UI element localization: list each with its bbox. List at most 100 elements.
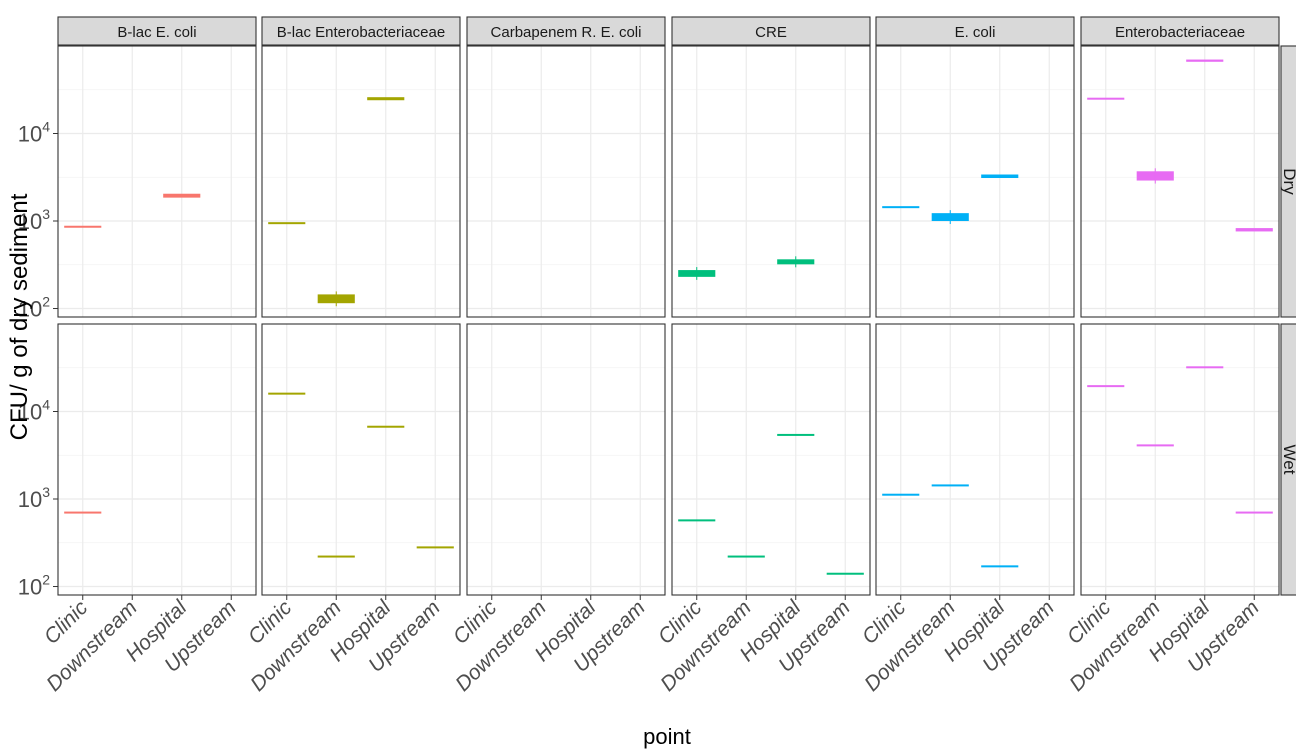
box-cre-dry-hospital [777,256,815,268]
box-e-coli-wet-hospital [981,565,1019,568]
box-body [931,484,969,487]
panel-background [262,46,460,317]
y-axis-title: CFU/ g of dry sediment [6,193,33,440]
panels-layer [57,45,1280,596]
panel-border [261,45,461,318]
column-strip-label: Carbapenem R. E. coli [491,24,642,41]
box-e-coli-dry-clinic [882,206,920,209]
box-b-lac-e-coli-dry-clinic [64,225,102,228]
column-strip-label: B-lac E. coli [117,24,196,41]
box-body [367,97,405,101]
box-cre-wet-clinic [678,519,716,522]
column-strip-background [1080,16,1280,46]
row-strip-label: Dry [1280,168,1296,195]
box-body [981,174,1019,179]
panel-cre-dry [671,45,871,318]
panel-background [876,324,1074,595]
box-b-lac-e-coli-wet-clinic [64,511,102,514]
row-strip-dry: Dry [1280,45,1296,318]
panel-background [1081,46,1279,317]
box-body [1136,444,1174,447]
box-b-lac-enterobacteriaceae-wet-hospital [367,425,405,428]
box-enterobacteriaceae-dry-upstream [1235,228,1273,232]
panel-border [466,45,666,318]
y-tick-label: 102 [18,572,50,600]
panel-e-coli-wet [875,323,1075,596]
box-b-lac-enterobacteriaceae-dry-clinic [268,222,306,225]
panel-border [57,45,257,318]
box-b-lac-enterobacteriaceae-wet-upstream [416,546,454,549]
column-strip-background [466,16,666,46]
box-body [163,193,201,198]
box-b-lac-enterobacteriaceae-dry-downstream [317,291,355,307]
y-tick-label: 104 [18,397,50,425]
row-strip-wet: Wet [1280,323,1296,596]
box-body [1087,97,1125,100]
box-cre-dry-clinic [678,267,716,280]
panel-border [1080,45,1280,318]
box-body [1235,228,1273,232]
panel-carbapenem-r-e-coli-dry [466,45,666,318]
box-body [1186,366,1224,369]
box-b-lac-enterobacteriaceae-wet-clinic [268,392,306,395]
box-body [678,519,716,522]
row-strip-background [1280,45,1296,318]
panel-background [58,46,256,317]
box-body [882,493,920,496]
panel-border [57,323,257,596]
box-b-lac-enterobacteriaceae-wet-downstream [317,555,355,558]
box-e-coli-dry-hospital [981,174,1019,179]
box-enterobacteriaceae-wet-upstream [1235,511,1273,514]
y-tick-label: 103 [18,484,50,512]
panel-border [875,323,1075,596]
box-body [777,433,815,436]
box-body [268,222,306,225]
box-enterobacteriaceae-wet-clinic [1087,385,1125,388]
box-e-coli-wet-clinic [882,493,920,496]
panel-enterobacteriaceae-dry [1080,45,1280,318]
box-body [367,425,405,428]
box-enterobacteriaceae-wet-downstream [1136,444,1174,447]
box-body [64,511,102,514]
box-body [64,225,102,228]
row-strip-label: Wet [1280,445,1296,475]
panel-e-coli-dry [875,45,1075,318]
box-body [1087,385,1125,388]
panel-background [467,324,665,595]
box-body [1235,511,1273,514]
strips-layer: Dry Wet B-lac E. coli B-lac Enterobacteriac… [57,16,1296,596]
box-cre-wet-downstream [727,555,765,558]
row-strip-background [1280,323,1296,596]
box-body [826,572,864,575]
panel-background [467,46,665,317]
column-strip-b-lac-e-coli: B-lac E. coli [57,16,257,46]
box-enterobacteriaceae-wet-hospital [1186,366,1224,369]
column-strip-label: E. coli [955,24,996,41]
panel-border [671,323,871,596]
box-enterobacteriaceae-dry-clinic [1087,97,1125,100]
box-cre-wet-upstream [826,572,864,575]
column-strip-label: B-lac Enterobacteriaceae [277,24,445,41]
box-body [416,546,454,549]
column-strip-background [261,16,461,46]
box-body [317,555,355,558]
panel-background [876,46,1074,317]
y-tick-label: 102 [18,294,50,322]
box-body [1186,59,1224,62]
panel-enterobacteriaceae-wet [1080,323,1280,596]
panel-border [1080,323,1280,596]
column-strip-cre: CRE [671,16,871,46]
column-strip-e-coli: E. coli [875,16,1075,46]
x-axis-title: point [643,724,691,749]
box-enterobacteriaceae-dry-hospital [1186,59,1224,62]
y-tick-label: 104 [18,119,50,147]
panel-background [262,324,460,595]
box-body [981,565,1019,568]
panel-carbapenem-r-e-coli-wet [466,323,666,596]
column-strip-b-lac-enterobacteriaceae: B-lac Enterobacteriaceae [261,16,461,46]
panel-border [466,323,666,596]
box-enterobacteriaceae-dry-downstream [1136,168,1174,184]
column-strip-background [57,16,257,46]
panel-b-lac-enterobacteriaceae-dry [261,45,461,318]
panel-border [261,323,461,596]
